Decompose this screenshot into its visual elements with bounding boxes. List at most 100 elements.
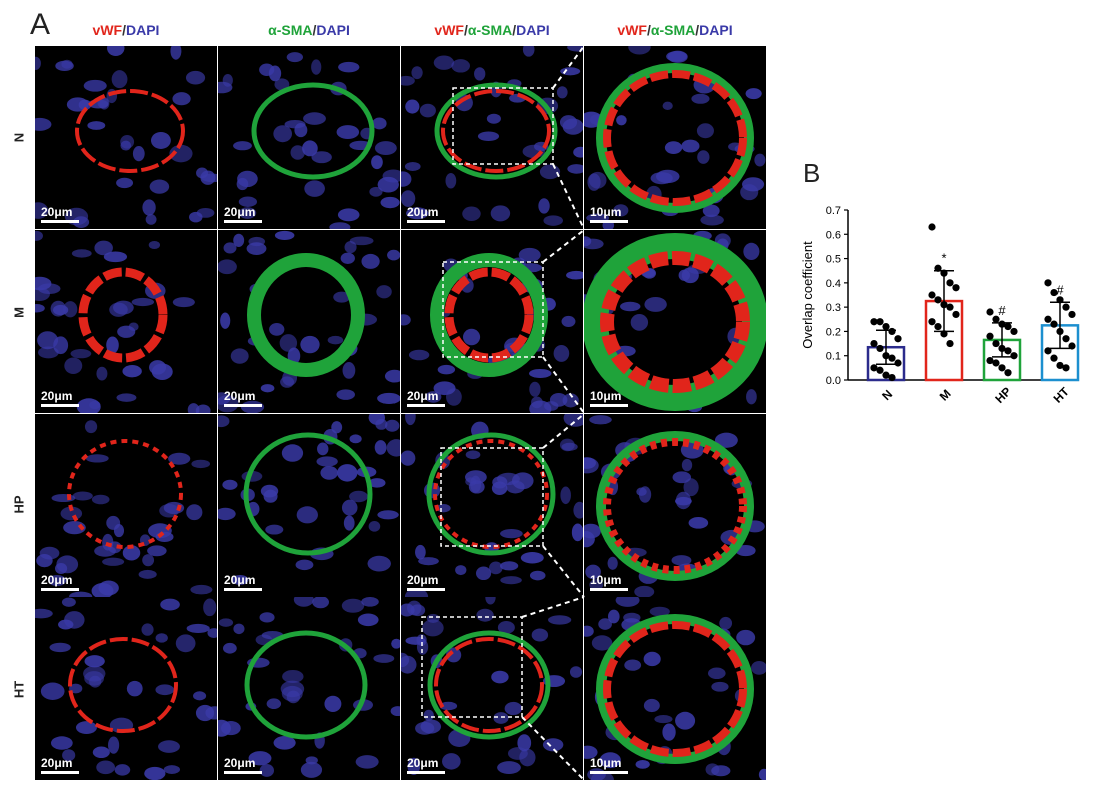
x-tick-label: N bbox=[879, 387, 895, 403]
data-point bbox=[1056, 361, 1064, 370]
data-point bbox=[894, 359, 902, 367]
scale-bar-line bbox=[590, 220, 628, 223]
column-header-part: / bbox=[695, 22, 700, 38]
scale-bar-label: 20μm bbox=[224, 205, 256, 219]
significance-mark: # bbox=[998, 303, 1006, 318]
column-header-part: DAPI bbox=[516, 22, 550, 38]
x-tick-label: M bbox=[937, 387, 954, 404]
data-point bbox=[986, 332, 994, 340]
row-label-n: N bbox=[11, 132, 27, 143]
scale-bar: 20μm bbox=[407, 205, 445, 223]
y-tick-label: 0.1 bbox=[826, 351, 841, 363]
scale-bar: 20μm bbox=[41, 205, 79, 223]
scale-bar-line bbox=[407, 588, 445, 591]
column-header-part: DAPI bbox=[699, 22, 733, 38]
micrograph-n-col3: 20μm bbox=[401, 46, 583, 229]
scale-bar-label: 20μm bbox=[41, 573, 73, 587]
scale-bar: 20μm bbox=[224, 389, 262, 407]
data-point bbox=[952, 310, 960, 319]
column-header-2: α-SMA/DAPI bbox=[218, 22, 400, 38]
data-point bbox=[946, 339, 954, 348]
data-point bbox=[1044, 279, 1052, 287]
data-point bbox=[894, 335, 902, 343]
data-point bbox=[946, 279, 954, 287]
column-header-part: DAPI bbox=[316, 22, 350, 38]
column-header-part: / bbox=[512, 22, 517, 38]
panel-a-label: A bbox=[30, 8, 51, 41]
column-header-part: vWF bbox=[92, 22, 123, 38]
column-header-part: α-SMA bbox=[268, 22, 313, 38]
scale-bar-line bbox=[41, 404, 79, 407]
data-point bbox=[998, 364, 1006, 372]
column-header-part: α-SMA bbox=[650, 22, 696, 38]
data-point bbox=[1004, 369, 1012, 377]
scale-bar-line bbox=[224, 404, 262, 407]
micrograph-grid: 20μm 20μm 20μm 10μm 20μm 20μm 20μm 10μm 20μm 20μm… bbox=[35, 46, 768, 781]
y-tick-label: 0.6 bbox=[826, 229, 841, 241]
scale-bar-line bbox=[407, 220, 445, 223]
column-header-part: / bbox=[463, 22, 468, 38]
data-point bbox=[882, 352, 890, 360]
column-header-part: DAPI bbox=[126, 22, 160, 38]
scale-bar-line bbox=[590, 588, 628, 591]
data-point bbox=[992, 339, 1000, 348]
data-point bbox=[992, 315, 1000, 323]
y-axis-label: Overlap coefficient bbox=[800, 241, 815, 349]
y-tick-label: 0.3 bbox=[826, 302, 841, 314]
data-point bbox=[870, 364, 878, 372]
scale-bar: 20μm bbox=[41, 756, 79, 774]
data-point bbox=[876, 318, 884, 326]
data-point bbox=[1044, 315, 1052, 323]
scale-bar-label: 20μm bbox=[407, 573, 439, 587]
data-point bbox=[1056, 296, 1064, 304]
micrograph-n-col2: 20μm bbox=[218, 46, 400, 229]
row-label-ht: HT bbox=[11, 680, 27, 699]
scale-bar-label: 20μm bbox=[41, 756, 73, 770]
scale-bar: 20μm bbox=[224, 205, 262, 223]
data-point bbox=[1004, 322, 1012, 331]
scale-bar-line bbox=[407, 771, 445, 774]
micrograph-n-col4: 10μm bbox=[584, 46, 766, 229]
scale-bar: 20μm bbox=[41, 389, 79, 407]
micrograph-hp-col4: 10μm bbox=[584, 414, 766, 597]
data-point bbox=[1050, 288, 1058, 297]
scale-bar-label: 20μm bbox=[407, 205, 439, 219]
scale-bar-label: 10μm bbox=[590, 573, 622, 587]
scale-bar-label: 20μm bbox=[224, 756, 256, 770]
scale-bar: 20μm bbox=[41, 573, 79, 591]
data-point bbox=[940, 330, 948, 338]
scale-bar-label: 20μm bbox=[41, 205, 73, 219]
data-point bbox=[934, 296, 942, 304]
data-point bbox=[870, 318, 878, 326]
data-point bbox=[1056, 327, 1064, 336]
scale-bar-line bbox=[41, 771, 79, 774]
data-point bbox=[876, 344, 884, 353]
scale-bar: 20μm bbox=[407, 389, 445, 407]
micrograph-ht-col4: 10μm bbox=[584, 597, 766, 780]
data-point bbox=[992, 359, 1000, 367]
column-header-part: / bbox=[646, 22, 651, 38]
data-point bbox=[940, 301, 948, 309]
scale-bar-line bbox=[590, 404, 628, 407]
data-point bbox=[888, 327, 896, 336]
scale-bar-label: 20μm bbox=[224, 389, 256, 403]
data-point bbox=[934, 264, 942, 272]
data-point bbox=[1068, 310, 1076, 319]
data-point bbox=[1004, 347, 1012, 355]
scale-bar: 10μm bbox=[590, 389, 628, 407]
data-point bbox=[888, 354, 896, 362]
column-header-part: vWF bbox=[617, 22, 647, 38]
data-point bbox=[876, 366, 884, 374]
data-point bbox=[998, 344, 1006, 353]
micrograph-hp-col1: 20μm bbox=[35, 414, 217, 597]
data-point bbox=[1010, 352, 1018, 360]
data-point bbox=[928, 318, 936, 326]
y-tick-label: 0.4 bbox=[826, 278, 841, 290]
scale-bar-label: 10μm bbox=[590, 205, 622, 219]
data-point bbox=[952, 284, 960, 292]
data-point bbox=[986, 356, 994, 365]
scale-bar-label: 10μm bbox=[590, 389, 622, 403]
column-header-part: vWF bbox=[434, 22, 464, 38]
data-point bbox=[986, 308, 994, 316]
scale-bar: 10μm bbox=[590, 756, 628, 774]
